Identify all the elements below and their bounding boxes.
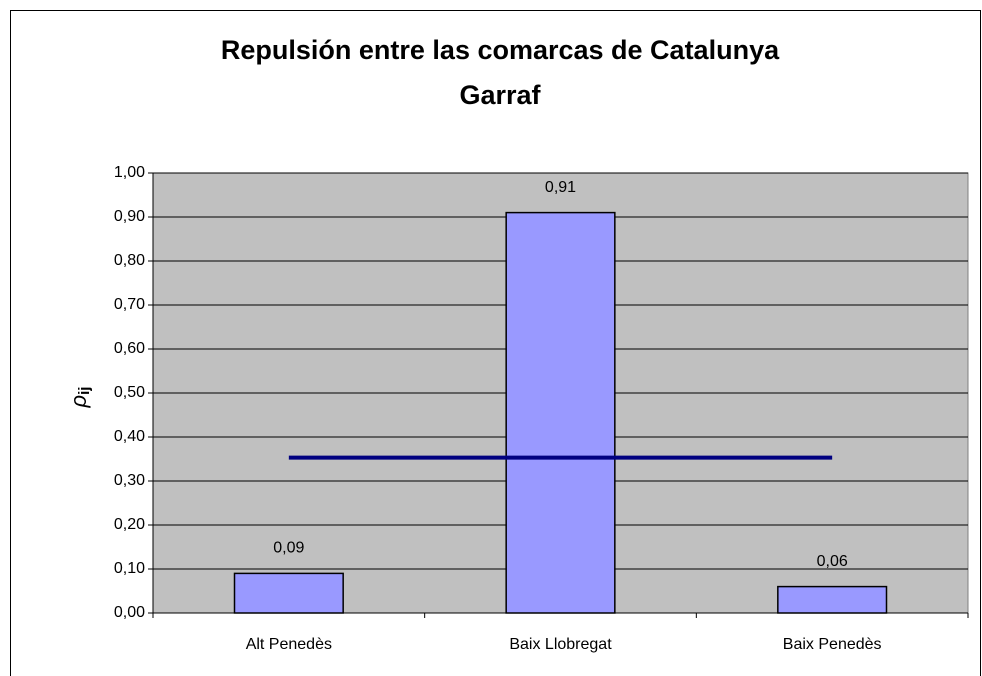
bar bbox=[233, 572, 344, 614]
y-axis-subscript: ij bbox=[76, 387, 93, 395]
y-tick-label: 0,30 bbox=[114, 472, 145, 489]
y-axis-label: ρij bbox=[66, 387, 93, 409]
y-tick-label: 0,50 bbox=[114, 384, 145, 401]
chart-subtitle: Garraf bbox=[459, 80, 541, 110]
x-tick-label: Alt Penedès bbox=[246, 636, 332, 653]
chart-title: Repulsión entre las comarcas de Cataluny… bbox=[221, 35, 780, 65]
y-tick-label: 0,90 bbox=[114, 208, 145, 225]
bar bbox=[505, 211, 616, 614]
x-tick-label: Baix Penedès bbox=[783, 636, 882, 653]
bar bbox=[777, 585, 888, 614]
y-tick-label: 1,00 bbox=[114, 164, 145, 181]
value-label: 0,06 bbox=[817, 553, 848, 570]
y-axis-symbol: ρ bbox=[66, 395, 91, 409]
y-tick-label: 0,00 bbox=[114, 604, 145, 621]
y-tick-label: 0,40 bbox=[114, 428, 145, 445]
y-tick-label: 0,10 bbox=[114, 560, 145, 577]
x-tick-label: Baix Llobregat bbox=[509, 636, 612, 653]
y-tick-label: 0,20 bbox=[114, 516, 145, 533]
y-tick-label: 0,70 bbox=[114, 296, 145, 313]
value-label: 0,09 bbox=[273, 540, 304, 557]
y-tick-label: 0,80 bbox=[114, 252, 145, 269]
value-label: 0,91 bbox=[545, 179, 576, 196]
y-tick-label: 0,60 bbox=[114, 340, 145, 357]
